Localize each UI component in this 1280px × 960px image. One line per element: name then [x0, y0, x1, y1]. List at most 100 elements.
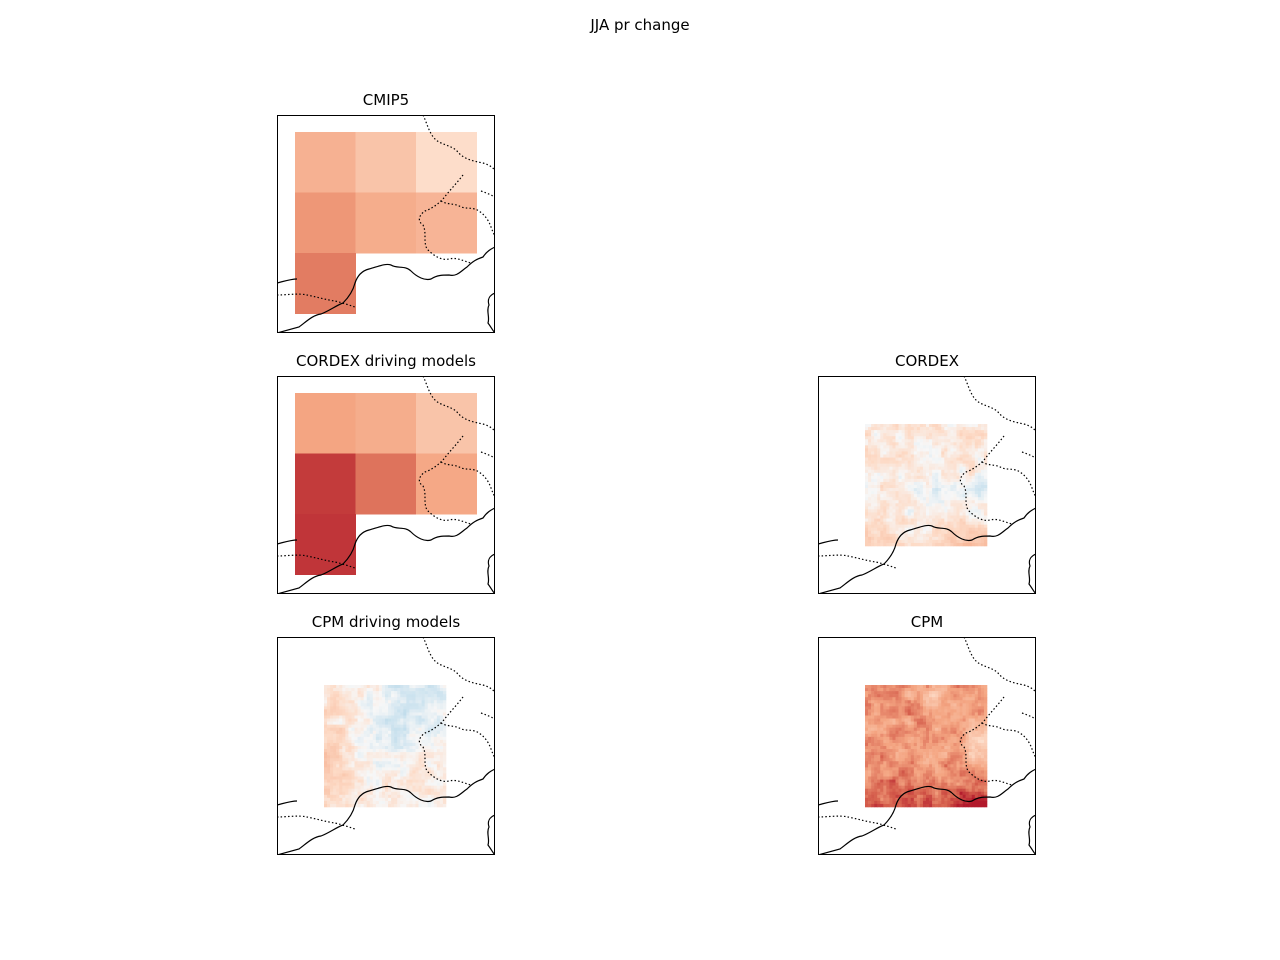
heatmap-cell	[868, 472, 872, 477]
heatmap-cell	[910, 530, 915, 535]
heatmap-cell	[430, 773, 435, 777]
heatmap-cell	[944, 706, 948, 710]
heatmap-cell	[980, 442, 985, 446]
heatmap-cell	[421, 694, 425, 698]
heatmap-cell	[947, 515, 951, 519]
heatmap-cell	[953, 715, 957, 719]
heatmap-cell	[895, 770, 899, 774]
heatmap-cell	[980, 727, 985, 732]
heatmap-cell	[874, 700, 878, 704]
heatmap-cell	[324, 782, 328, 786]
heatmap-cell	[941, 451, 945, 455]
heatmap-cell	[947, 721, 951, 725]
heatmap-cell	[412, 706, 416, 710]
heatmap-cell	[932, 488, 936, 492]
heatmap-cell	[363, 688, 367, 692]
heatmap-cell	[324, 773, 328, 777]
heatmap-cell	[436, 700, 441, 704]
heatmap-cell	[400, 733, 404, 738]
heatmap-cell	[926, 715, 930, 719]
heatmap-cell	[926, 694, 930, 698]
heatmap-cell	[889, 694, 893, 698]
heatmap-cell	[947, 524, 951, 528]
heatmap-cell	[968, 506, 973, 510]
heatmap-cell	[919, 454, 924, 458]
heatmap-cell	[922, 758, 927, 762]
heatmap-cell	[950, 700, 954, 704]
heatmap-cell	[421, 736, 425, 741]
heatmap-cell	[950, 782, 954, 786]
heatmap-cell	[944, 718, 948, 722]
heatmap-cell	[868, 746, 872, 750]
heatmap-cell	[977, 542, 982, 547]
heatmap-cell	[865, 691, 869, 695]
heatmap-cell	[922, 460, 927, 464]
heatmap-cell	[980, 433, 985, 437]
heatmap-cell	[877, 466, 881, 471]
heatmap-cell	[959, 518, 963, 522]
heatmap-cell	[886, 475, 890, 480]
heatmap-cell	[385, 746, 389, 750]
heatmap-cell	[938, 688, 942, 692]
heatmap-cell	[339, 712, 343, 716]
heatmap-cell	[354, 749, 358, 753]
heatmap-cell	[391, 764, 395, 768]
heatmap-cell	[926, 755, 930, 759]
heatmap-cell	[935, 797, 939, 802]
heatmap-cell	[904, 755, 908, 759]
heatmap-cell	[941, 700, 945, 704]
heatmap-cell	[333, 715, 337, 719]
heatmap-cell	[418, 755, 422, 759]
heatmap-cell	[369, 761, 374, 765]
heatmap-cell	[418, 776, 422, 780]
heatmap-cell	[895, 694, 899, 698]
heatmap-cell	[916, 739, 921, 744]
heatmap-cell	[971, 736, 976, 741]
heatmap-cell	[941, 457, 945, 461]
heatmap-cell	[354, 730, 358, 735]
heatmap-cell	[333, 700, 337, 704]
heatmap-cell	[406, 752, 410, 756]
heatmap-cell	[324, 700, 328, 704]
heatmap-cell	[938, 497, 942, 501]
heatmap-cell	[372, 727, 377, 732]
heatmap-cell	[965, 685, 969, 689]
heatmap-cell	[345, 764, 349, 768]
heatmap-cell	[439, 712, 444, 716]
heatmap-cell	[919, 488, 924, 492]
heatmap-cell	[415, 782, 419, 786]
heatmap-cell	[895, 727, 899, 732]
heatmap-cell	[892, 542, 896, 547]
heatmap-cell	[400, 706, 404, 710]
heatmap-cell	[935, 442, 939, 446]
heatmap-cell	[412, 715, 416, 719]
heatmap-cell	[381, 694, 386, 698]
heatmap-cell	[962, 469, 966, 474]
heatmap-cell	[953, 800, 957, 805]
heatmap-cell	[883, 785, 887, 789]
heatmap-cell	[935, 509, 939, 513]
heatmap-cell	[372, 776, 377, 780]
heatmap-cell	[883, 733, 887, 738]
coastline-south	[277, 768, 495, 855]
heatmap-cell	[944, 688, 948, 692]
heatmap-cell	[938, 776, 942, 780]
border-line-5	[480, 712, 495, 720]
heatmap-cell	[929, 433, 933, 437]
heatmap-cell	[883, 724, 887, 728]
heatmap-cell	[974, 488, 979, 492]
heatmap-cell	[895, 427, 899, 431]
heatmap-cell	[880, 782, 884, 786]
heatmap-cell	[424, 727, 428, 732]
heatmap-cell	[892, 736, 896, 741]
heatmap-cell	[938, 803, 942, 808]
heatmap-cell	[333, 773, 337, 777]
heatmap-cell	[926, 463, 930, 467]
heatmap-cell	[898, 733, 902, 738]
heatmap-cell	[929, 436, 933, 440]
heatmap-cell	[351, 758, 355, 762]
heatmap-cell	[388, 706, 392, 710]
heatmap-cell	[865, 500, 869, 504]
heatmap-cell	[971, 755, 976, 759]
heatmap-cell	[366, 800, 371, 805]
